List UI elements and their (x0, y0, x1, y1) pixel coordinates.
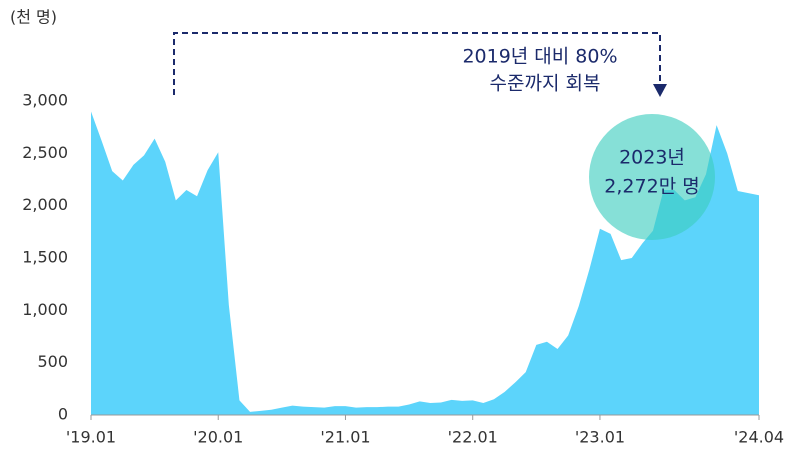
area (91, 111, 759, 415)
x-tick-label: '20.01 (193, 428, 243, 447)
x-tick-label: '24.04 (734, 428, 784, 447)
bracket (173, 32, 661, 95)
x-tick-label: '22.01 (448, 428, 498, 447)
x-tick-label: '19.01 (66, 428, 116, 447)
unit-label: (천 명) (10, 8, 57, 27)
y-tick-label: 500 (37, 352, 68, 371)
y-tick-label: 3,000 (22, 91, 68, 110)
highlight-circle (589, 114, 715, 240)
y-tick-label: 1,000 (22, 300, 68, 319)
y-tick-label: 2,000 (22, 195, 68, 214)
x-tick-label: '23.01 (575, 428, 625, 447)
x-tick-label: '21.01 (320, 428, 370, 447)
annotation: 2,272만 명 (604, 176, 699, 198)
y-tick-label: 1,500 (22, 248, 68, 267)
y-tick-label: 0 (58, 405, 68, 424)
arrow-head (653, 84, 667, 97)
annotation: 2023년 (619, 147, 685, 169)
annotation: 2019년 대비 80% (462, 46, 617, 68)
y-tick-label: 2,500 (22, 143, 68, 162)
annotation: 수준까지 회복 (490, 73, 601, 95)
